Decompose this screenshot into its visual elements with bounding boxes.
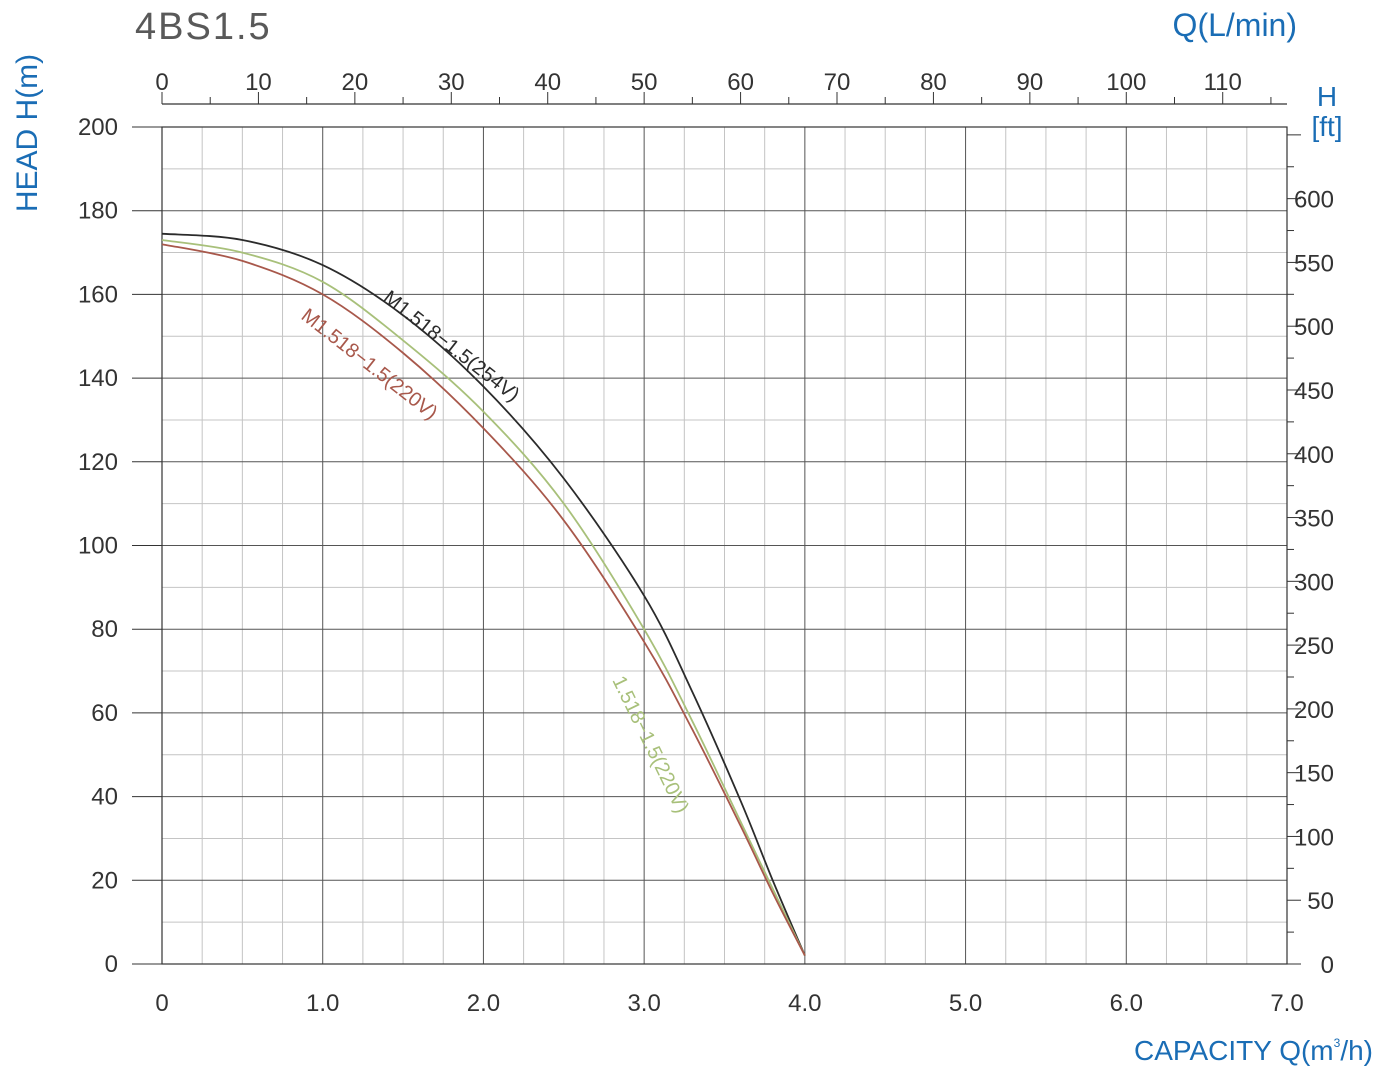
top-tick-label: 0	[155, 69, 168, 96]
y-tick-label: 80	[91, 616, 118, 643]
top-tick-label: 30	[438, 69, 465, 96]
series-line-1518-220v	[161, 239, 806, 956]
top-tick-label: 60	[727, 69, 754, 96]
y-tick-label: 0	[105, 951, 118, 978]
y-tick-label: 180	[78, 198, 118, 225]
right-tick-label: 100	[1294, 824, 1334, 851]
top-tick-label: 70	[824, 69, 851, 96]
top-tick-label: 20	[342, 69, 369, 96]
right-tick-label: 50	[1307, 888, 1334, 915]
top-tick-label: 80	[920, 69, 947, 96]
right-tick-label: 500	[1294, 314, 1334, 341]
y-tick-label: 60	[91, 700, 118, 727]
x-tick-label: 3.0	[627, 990, 660, 1017]
axis-labels: 4BS1.5 Q(L/min) H [ft] HEAD H(m) CAPACIT…	[11, 6, 1373, 1066]
top-tick-label: 90	[1017, 69, 1044, 96]
x-tick-label: 0	[155, 990, 168, 1017]
x-tick-label: 7.0	[1270, 990, 1303, 1017]
top-tick-label: 50	[631, 69, 658, 96]
top-tick-label: 40	[534, 69, 561, 96]
right-tick-label: 200	[1294, 697, 1334, 724]
x-tick-label: 4.0	[788, 990, 821, 1017]
top-tick-label: 10	[245, 69, 272, 96]
right-tick-label: 150	[1294, 761, 1334, 788]
x-tick-label: 6.0	[1110, 990, 1143, 1017]
top-tick-label: 100	[1106, 69, 1146, 96]
major-gridlines	[162, 127, 1287, 964]
x-axis-label: CAPACITY Q(m3/h)	[1134, 1035, 1373, 1066]
right-tick-label: 0	[1321, 952, 1334, 979]
right-tick-label: 250	[1294, 633, 1334, 660]
right-axis-label-h: H	[1317, 81, 1337, 112]
right-tick-label: 600	[1294, 187, 1334, 214]
y-tick-label: 160	[78, 281, 118, 308]
y-tick-label: 200	[78, 114, 118, 141]
y-tick-label: 120	[78, 449, 118, 476]
right-tick-label: 550	[1294, 250, 1334, 277]
right-tick-label: 350	[1294, 506, 1334, 533]
x-tick-label: 2.0	[467, 990, 500, 1017]
x-tick-label: 1.0	[306, 990, 339, 1017]
top-tick-label: 110	[1204, 69, 1242, 96]
series-label-1518-220v: 1.518−1.5(220V)	[608, 673, 693, 817]
y-axis-label: HEAD H(m)	[11, 54, 44, 212]
chart-title: 4BS1.5	[135, 6, 272, 48]
y-tick-label: 20	[91, 867, 118, 894]
axes	[132, 92, 1301, 965]
series-line-m1518-220v	[161, 243, 806, 957]
right-tick-label: 300	[1294, 569, 1334, 596]
y-tick-label: 40	[91, 784, 118, 811]
series-line-m1518-254v	[161, 232, 806, 956]
top-axis-label: Q(L/min)	[1173, 7, 1297, 43]
y-tick-label: 100	[78, 533, 118, 560]
x-tick-label: 5.0	[949, 990, 982, 1017]
right-tick-label: 450	[1294, 378, 1334, 405]
y-tick-label: 140	[78, 365, 118, 392]
right-tick-label: 400	[1294, 442, 1334, 469]
right-axis-label-unit: [ft]	[1311, 111, 1342, 142]
